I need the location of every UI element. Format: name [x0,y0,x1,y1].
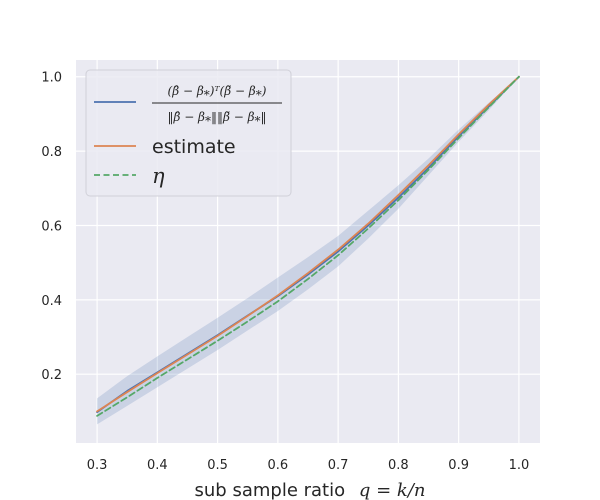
y-tick-label: 0.4 [41,294,62,309]
y-tick-label: 0.2 [41,368,62,383]
x-axis-label-math: q = k/n [359,480,426,500]
confidence-band [97,76,519,425]
legend-label-cosine-denominator: ‖β̂ − β⁎‖‖β̃ − β⁎‖ [167,110,266,124]
x-tick-label: 1.0 [509,458,530,473]
x-tick-label: 0.3 [87,458,108,473]
legend-label-eta: η [152,164,165,188]
x-tick-label: 0.9 [448,458,469,473]
x-tick-label: 0.5 [207,458,228,473]
legend-box [85,69,292,197]
x-tick-label: 0.7 [328,458,349,473]
y-tick-label: 1.0 [41,71,62,86]
x-tick-label: 0.4 [147,458,168,473]
x-tick-labels: 0.3 0.4 0.5 0.6 0.7 0.8 0.9 1.0 [87,458,530,473]
x-tick-label: 0.8 [388,458,409,473]
x-axis-label-text: sub sample ratio [195,480,346,500]
legend-label-estimate: estimate [152,136,236,158]
x-axis-label: sub sample ratio q = k/n [195,480,426,500]
legend: (β̂ − β⁎)ᵀ(β̃ − β⁎) ‖β̂ − β⁎‖‖β̃ − β⁎‖ e… [85,69,292,197]
legend-label-cosine-numerator: (β̂ − β⁎)ᵀ(β̃ − β⁎) [168,84,267,98]
y-tick-label: 0.6 [41,219,62,234]
series-line-eta [96,75,520,417]
series-lines [96,75,520,417]
confidence-band-area [97,76,519,425]
legend-label-cosine: (β̂ − β⁎)ᵀ(β̃ − β⁎) ‖β̂ − β⁎‖‖β̃ − β⁎‖ [152,84,282,124]
series-line-estimate [96,75,520,413]
y-tick-label: 0.8 [41,145,62,160]
y-tick-labels: 0.2 0.4 0.6 0.8 1.0 [41,71,62,383]
x-tick-label: 0.6 [268,458,289,473]
